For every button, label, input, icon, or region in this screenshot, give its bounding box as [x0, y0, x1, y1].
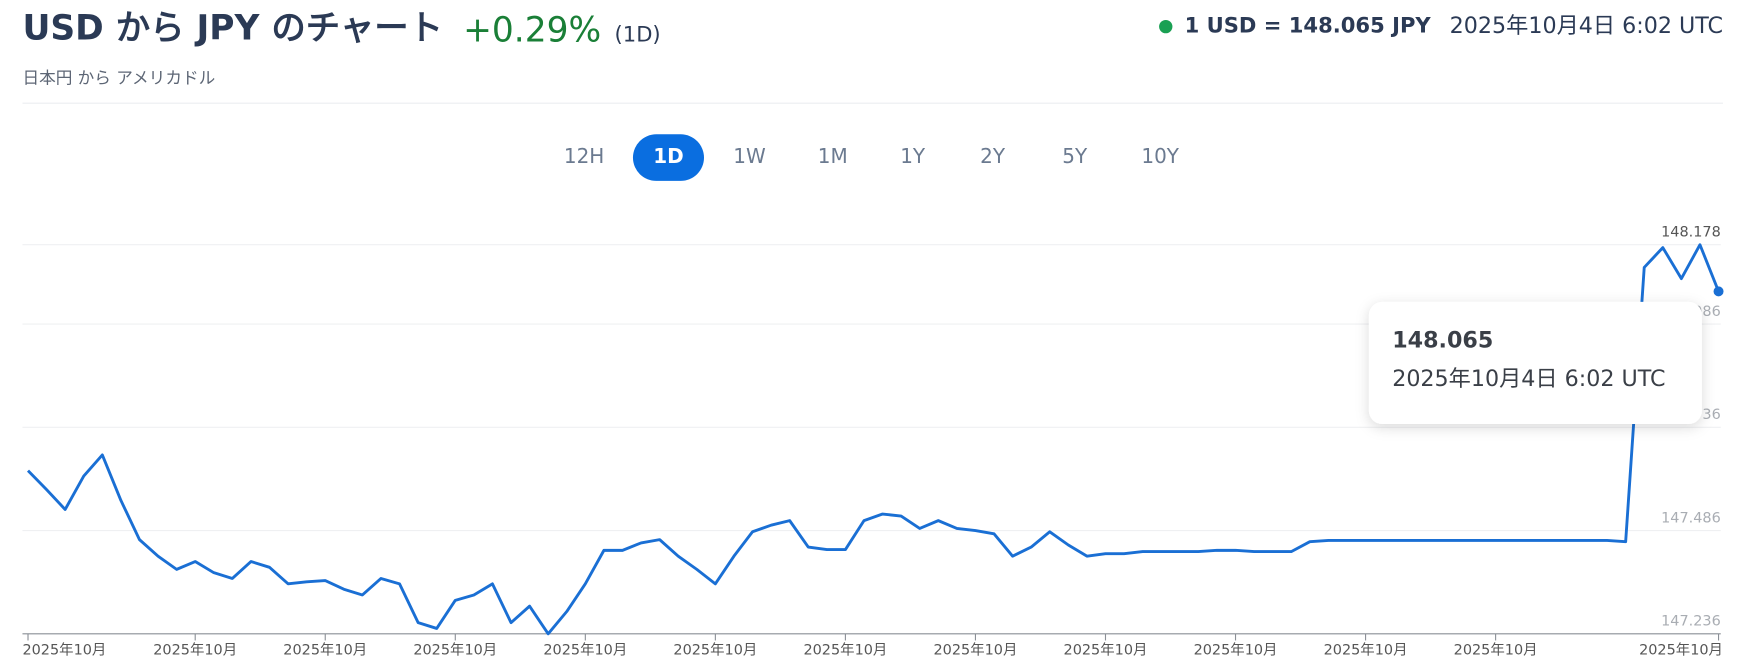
tab[interactable]: 1D	[653, 144, 683, 168]
x-tick-label: 2025年10月	[1324, 641, 1408, 658]
tooltip: 148.065 2025年10月4日 6:02 UTC	[1368, 301, 1702, 425]
tab[interactable]: 2Y	[980, 144, 1006, 168]
x-tick-label: 2025年10月	[22, 641, 106, 658]
page-title: USD から JPY のチャート	[22, 8, 443, 48]
x-tick-label: 2025年10月	[673, 641, 757, 658]
tab[interactable]: 10Y	[1141, 144, 1179, 168]
y-tick-label: 147.486	[1661, 510, 1721, 526]
x-tick-label: 2025年10月	[1064, 641, 1148, 658]
x-tick-label: 2025年10月	[803, 641, 887, 658]
change: +0.29%	[463, 11, 601, 51]
price-line	[26, 243, 1720, 636]
plot: 147.236147.486147.736147.986148.1782025年…	[22, 225, 1724, 658]
x-tick-label: 2025年10月	[1639, 641, 1723, 658]
x-tick-label: 2025年10月	[153, 641, 237, 658]
tab[interactable]: 1M	[818, 144, 848, 168]
y-tick-label: 147.236	[1661, 614, 1721, 630]
rate: 1 USD = 148.065 JPY	[1185, 13, 1432, 38]
timestamp: 2025年10月4日 6:02 UTC	[1450, 13, 1723, 39]
tooltip-value: 148.065	[1392, 327, 1493, 353]
tab[interactable]: 1W	[733, 144, 766, 168]
x-tick-label: 2025年10月	[1454, 641, 1538, 658]
tab[interactable]: 5Y	[1062, 144, 1088, 168]
period: (1D)	[615, 22, 661, 47]
x-tick-label: 2025年10月	[413, 641, 497, 658]
x-tick-label: 2025年10月	[1194, 641, 1278, 658]
tab[interactable]: 1Y	[900, 144, 926, 168]
last-point	[1713, 286, 1724, 297]
tooltip-time: 2025年10月4日 6:02 UTC	[1392, 366, 1665, 392]
tab-active-bg	[632, 134, 704, 181]
tabs: 12H 1D 1W 1M 1Y 2Y 5Y 10Y	[564, 134, 1180, 181]
subtitle: 日本円 から アメリカドル	[22, 68, 215, 87]
x-tick-label: 2025年10月	[933, 641, 1017, 658]
tab[interactable]: 12H	[564, 144, 604, 168]
status-dot	[1159, 19, 1173, 34]
x-tick-label: 2025年10月	[543, 641, 627, 658]
y-tick-label: 148.178	[1661, 225, 1721, 241]
x-tick-label: 2025年10月	[283, 641, 367, 658]
tooltip-box	[1368, 301, 1702, 425]
